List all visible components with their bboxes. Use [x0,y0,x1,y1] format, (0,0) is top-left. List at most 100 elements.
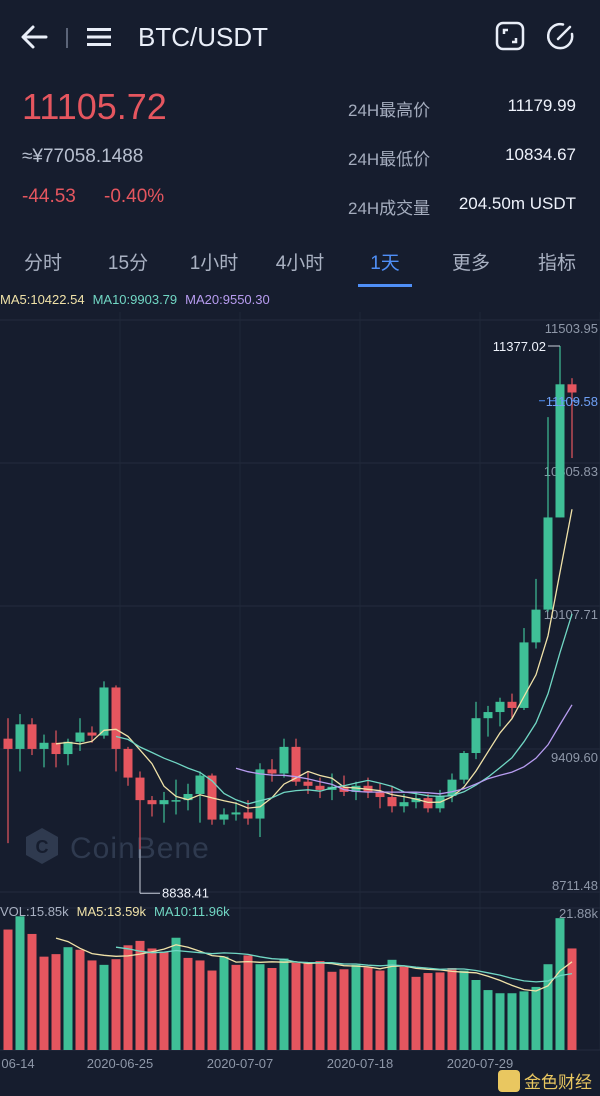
volume-bar [135,940,145,1050]
tab-1day[interactable]: 1天 [370,253,400,274]
volume-bar [471,979,481,1050]
brand-watermark: 金色财经 [498,1068,592,1093]
volume-bar [219,956,229,1050]
vol-legend: VOL:15.85k [0,904,69,919]
min-price-label: 8838.41 [162,885,209,900]
candle-body [411,798,421,803]
pair-title[interactable]: BTC/USDT [138,22,268,52]
volume-bar [447,968,457,1050]
tab-indicators[interactable]: 指标 [537,253,577,274]
volume-bar [87,960,97,1050]
candle-body [51,742,61,755]
volume-bar [303,963,313,1050]
volume-bar [411,976,421,1050]
volume-bar [435,972,445,1050]
candle-body [27,724,37,749]
current-price-label: 11109.58 [546,394,598,409]
candle-body [531,609,541,643]
volume-bar [519,991,529,1050]
volume-bar [195,960,205,1050]
x-axis-label: 2020-07-18 [327,1056,394,1070]
vol-ma5-line [55,937,573,992]
volume-bar [255,964,265,1050]
vol-ma10-line [115,946,573,983]
cny-price: ≈¥77058.1488 [22,146,144,167]
volume-bar [363,967,373,1050]
candle-body [63,741,73,755]
volume-bar [243,955,253,1050]
svg-text:C: C [36,837,49,857]
volume-bar [423,973,433,1050]
candle-body [483,712,493,719]
y-axis-label: 8711.48 [552,878,598,893]
price-change: -44.53 [22,186,76,207]
tab-timeline[interactable]: 分时 [23,253,63,274]
jinse-logo-icon [498,1069,520,1092]
y-axis-label: 11503.95 [545,321,598,336]
volume-bar [267,968,277,1050]
candle-body [315,785,325,790]
volume-bar [27,933,37,1050]
volume-bar [495,993,505,1050]
candle-body [387,797,397,807]
candle-body [555,384,565,518]
y-axis-label: 10805.83 [544,464,598,479]
volume-bar [75,949,85,1050]
volume-bar [171,937,181,1050]
brand-name: 金色财经 [524,1073,592,1092]
volume-bar [507,993,517,1050]
candle-body [75,732,85,742]
fullscreen-icon[interactable] [494,20,526,52]
volume-bar [555,918,565,1050]
candle-body [159,800,169,805]
candlestick-chart[interactable]: 11503.95 10805.83 10107.71 9409.60 8711.48 11… [0,312,600,1070]
candle-body [231,812,241,815]
tab-more[interactable]: 更多 [451,253,491,274]
vol-ma10-legend: MA10:11.96k [154,904,230,919]
candle-body [519,642,529,708]
x-axis-label: 06-14 [1,1056,34,1070]
candle-body [183,793,193,801]
volume-bar [483,990,493,1050]
tab-1hour[interactable]: 1小时 [189,253,239,274]
volume-axis-label: 21.88k [559,906,599,921]
ma-legend: MA5:10422.54 MA10:9903.79 MA20:9550.30 [0,292,278,307]
volume-bar [183,957,193,1050]
interval-tabs: 分时 15分 1小时 4小时 1天 更多 指标 [0,240,600,287]
active-tab-indicator [358,284,412,287]
candle-body [267,769,277,774]
volume-bar [339,969,349,1050]
candle-body [87,732,97,736]
candle-body [471,718,481,754]
ma10-line [115,613,573,805]
candle-body [39,742,49,749]
candle-body [99,687,109,736]
edit-icon[interactable] [545,20,577,52]
candle-body [3,738,13,749]
price-change-percent: -0.40% [104,186,165,207]
volume-bar [159,951,169,1050]
candle-body [15,724,25,749]
candle-body [219,814,229,820]
watermark: CoinBene [70,832,210,865]
ma20-line [235,704,573,795]
menu-icon[interactable] [86,25,112,49]
candle-body [195,775,205,794]
candle-body [507,701,517,708]
back-arrow-icon[interactable] [18,22,50,52]
volume-bar [147,948,157,1050]
candle-body [447,779,457,797]
candle-body [303,781,313,786]
candle-body [147,800,157,805]
candle-body [255,769,265,819]
volume-bar [327,971,337,1050]
volume-bar [387,959,397,1050]
tab-4hour[interactable]: 4小时 [275,253,325,274]
top-bar: BTC/USDT [0,0,600,76]
volume-value: 204.50m USDT [458,194,576,213]
tab-15min[interactable]: 15分 [107,253,149,274]
volume-bar [567,948,577,1050]
volume-bar [231,964,241,1050]
candle-body [135,777,145,801]
volume-bar [399,966,409,1050]
